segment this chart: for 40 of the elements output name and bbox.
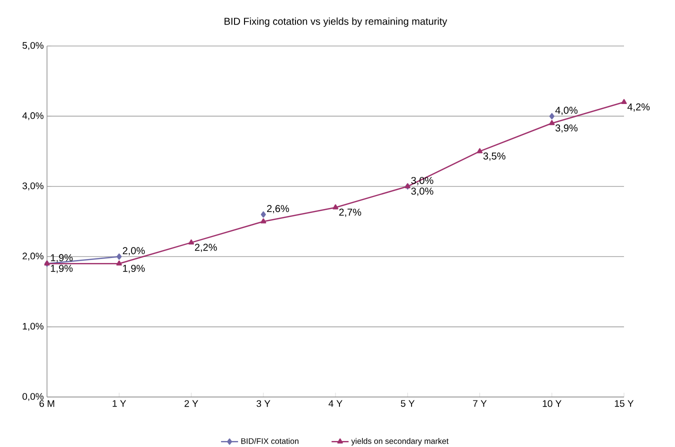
data-label: 2,0% [122, 247, 145, 256]
legend-label: yields on secondary market [351, 438, 449, 446]
point [116, 260, 122, 266]
data-label: 1,9% [50, 254, 73, 262]
data-label: 4,2% [627, 103, 650, 112]
y-tick-label: 1,0% [22, 322, 44, 331]
point [116, 253, 122, 260]
x-tick-label: 5 Y [400, 400, 415, 407]
y-tick-label: 3,0% [22, 182, 44, 190]
x-tick-label: 1 Y [112, 400, 126, 407]
data-label: 3,5% [483, 152, 506, 161]
y-tick-label: 4,0% [22, 112, 44, 120]
point [476, 148, 483, 154]
point [260, 211, 266, 218]
point [621, 99, 627, 104]
y-tick-label: 2,0% [22, 252, 44, 261]
data-label: 2,2% [194, 244, 217, 252]
point [188, 239, 194, 244]
data-label: 4,0% [555, 106, 578, 116]
x-tick-label: 2 Y [184, 400, 198, 407]
chart-title: BID Fixing cotation vs yields by remaining maturity [224, 18, 448, 27]
y-tick-label: 5,0% [22, 42, 44, 50]
point [260, 218, 266, 224]
data-label: 1,9% [50, 264, 73, 274]
data-label: 2,6% [267, 205, 290, 214]
point [332, 204, 338, 210]
x-tick-label: 15 Y [614, 400, 634, 407]
point [549, 113, 554, 120]
point [549, 120, 555, 126]
x-tick-label: 6 M [40, 400, 54, 407]
data-label: 3,0% [411, 188, 434, 196]
x-tick-label: 4 Y [328, 400, 342, 407]
x-tick-label: 10 Y [542, 400, 562, 407]
x-tick-label: 7 Y [473, 400, 487, 407]
data-label: 1,9% [123, 264, 145, 274]
data-label: 2,7% [339, 208, 362, 217]
legend-label: BID/FIX cotation [241, 438, 298, 444]
x-tick-label: 3 Y [256, 400, 270, 407]
data-label: 3,9% [555, 124, 578, 133]
y-tick-label: 0,0% [22, 393, 44, 401]
